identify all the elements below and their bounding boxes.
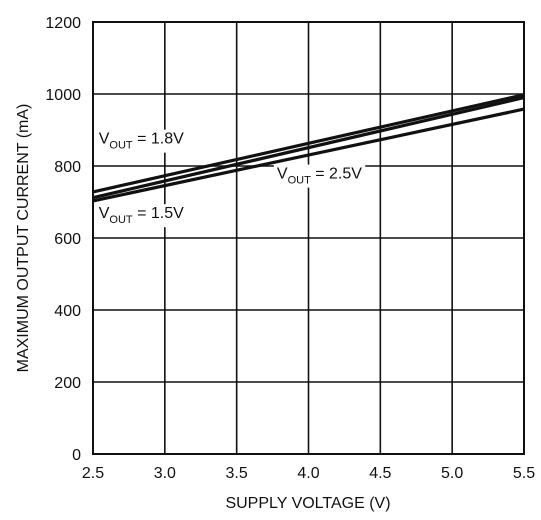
y-tick-labels: 0 200 400 600 800 1000 1200 — [45, 15, 81, 464]
x-tick-label: 4.5 — [369, 465, 391, 482]
y-tick-label: 800 — [54, 159, 81, 176]
x-tick-label: 3.5 — [226, 465, 248, 482]
y-tick-label: 1000 — [45, 87, 81, 104]
series-label-background — [95, 204, 188, 228]
y-tick-label: 1200 — [45, 15, 81, 32]
series-line — [92, 107, 525, 203]
x-tick-label: 5.0 — [441, 465, 463, 482]
y-tick-label: 200 — [54, 375, 81, 392]
series-label-background — [95, 129, 188, 153]
series-label: VOUT = 1.5V — [99, 205, 184, 226]
series-label-background — [273, 164, 366, 188]
plot-frame — [92, 21, 525, 455]
y-axis-title: MAXIMUM OUTPUT CURRENT (mA) — [15, 104, 32, 373]
series-label: VOUT = 2.5V — [277, 166, 362, 187]
y-tick-label: 0 — [72, 447, 81, 464]
series-label: VOUT = 1.8V — [99, 131, 184, 152]
x-tick-label: 3.0 — [154, 465, 176, 482]
x-tick-label: 4.0 — [297, 465, 319, 482]
series-line — [92, 93, 525, 194]
x-tick-label: 5.5 — [513, 465, 535, 482]
y-tick-label: 400 — [54, 303, 81, 320]
series-labels: VOUT = 1.8V VOUT = 1.5V VOUT = 2.5V — [95, 129, 366, 228]
series-lines — [92, 93, 525, 203]
x-axis-title: SUPPLY VOLTAGE (V) — [225, 495, 390, 512]
x-tick-labels: 2.5 3.0 3.5 4.0 4.5 5.0 5.5 — [82, 465, 535, 482]
grid — [92, 21, 525, 455]
y-tick-label: 600 — [54, 231, 81, 248]
series-line — [92, 96, 525, 200]
x-tick-label: 2.5 — [82, 465, 104, 482]
